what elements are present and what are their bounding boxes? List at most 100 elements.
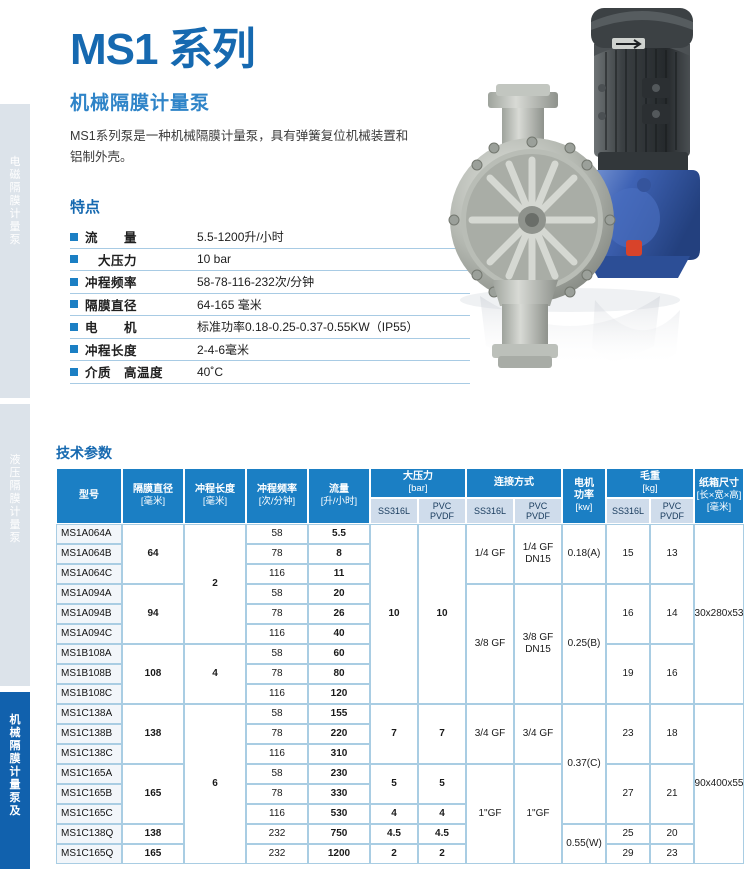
table-cell-pressure-pvc: 2 — [418, 844, 466, 864]
table-cell-stroke-frequency: 232 — [246, 824, 308, 844]
table-cell-pressure-ss316l: 5 — [370, 764, 418, 804]
cell-text: MS1C165B — [61, 788, 113, 799]
table-cell-weight-ss316l: 25 — [606, 824, 650, 844]
sidebar-tab-label: 液压隔膜计量泵 — [9, 454, 21, 544]
sidebar-tab-mechanical[interactable]: 机械隔膜计量泵及 — [0, 692, 30, 869]
cell-text: [次/分钟] — [258, 496, 296, 507]
cell-text: [毫米] — [706, 502, 732, 513]
cell-text: 16 — [622, 608, 634, 619]
cell-text: 165 — [144, 788, 162, 799]
col-header-stroke-frequency: 冲程频率 [次/分钟] — [246, 468, 308, 524]
cell-text: 3/4 GF — [474, 728, 506, 739]
table-cell-model[interactable]: MS1A064C — [56, 564, 122, 584]
table-cell-model[interactable]: MS1B108A — [56, 644, 122, 664]
cell-text: 590x400x550 — [694, 778, 744, 789]
col-header-weight-pvc: PVC PVDF — [650, 498, 694, 524]
table-cell-model[interactable]: MS1A064A — [56, 524, 122, 544]
table-cell-model[interactable]: MS1A094C — [56, 624, 122, 644]
table-cell-stroke-frequency: 232 — [246, 844, 308, 864]
table-cell-flow: 530 — [308, 804, 370, 824]
cell-text: 310 — [330, 748, 348, 759]
sidebar-tab-electromagnetic[interactable]: 电磁隔膜计量泵 — [0, 104, 30, 398]
feature-value: 2-4-6毫米 — [197, 342, 250, 357]
cell-text: MS1A094B — [61, 608, 112, 619]
table-cell-pressure-ss316l: 10 — [370, 524, 418, 704]
table-cell-connection-pvc: 3/4 GF — [514, 704, 562, 764]
table-cell-diaphragm-diameter: 64 — [122, 524, 184, 584]
table-cell-pressure-ss316l: 4 — [370, 804, 418, 824]
table-cell-diaphragm-diameter: 94 — [122, 584, 184, 644]
table-cell-model[interactable]: MS1A094B — [56, 604, 122, 624]
product-photo — [420, 0, 750, 440]
cell-text: MS1A064B — [61, 548, 112, 559]
cell-text: 23 — [666, 848, 678, 859]
features-heading: 特点 — [70, 199, 101, 216]
product-intro: MS1系列泵是一种机械隔膜计量泵，具有弹簧复位机械装置和铝制外壳。 — [70, 129, 409, 164]
table-cell-stroke-frequency: 78 — [246, 544, 308, 564]
col-header-connection-ss316l: SS316L — [466, 498, 514, 524]
table-cell-stroke-frequency: 116 — [246, 744, 308, 764]
table-cell-model[interactable]: MS1A064B — [56, 544, 122, 564]
cell-text: 330 — [330, 788, 348, 799]
feature-value: 58-78-116-232次/分钟 — [197, 275, 315, 290]
table-cell-model[interactable]: MS1A094A — [56, 584, 122, 604]
cell-text: 20 — [333, 588, 345, 599]
cell-text: 116 — [269, 628, 285, 639]
cell-text: 6 — [212, 778, 218, 789]
cell-text: 纸箱尺寸 — [699, 478, 739, 489]
table-cell-pressure-pvc: 7 — [418, 704, 466, 764]
table-cell-model[interactable]: MS1C165C — [56, 804, 122, 824]
cell-text: 7 — [391, 728, 397, 739]
cell-text: 11 — [333, 568, 345, 579]
table-cell-pressure-pvc: 4.5 — [418, 824, 466, 844]
cell-text: 116 — [269, 688, 285, 699]
feature-label: 隔膜直径 — [85, 298, 138, 313]
cell-text: 1"GF — [526, 808, 550, 819]
bullet-square-icon — [70, 367, 78, 376]
table-cell-stroke-frequency: 116 — [246, 804, 308, 824]
page-title: MS1 系列 — [70, 25, 256, 74]
table-cell-connection-ss316l: 1/4 GF — [466, 524, 514, 584]
sidebar: 电磁隔膜计量泵 液压隔膜计量泵 机械隔膜计量泵及 — [0, 0, 30, 869]
feature-row: 冲程频率 58-78-116-232次/分钟 — [70, 271, 470, 294]
cell-text: 58 — [271, 588, 283, 599]
table-cell-model[interactable]: MS1C165Q — [56, 844, 122, 864]
cell-text: 5 — [391, 778, 397, 789]
cell-text: 4.5 — [387, 828, 401, 839]
table-cell-model[interactable]: MS1B108B — [56, 664, 122, 684]
table-cell-model[interactable]: MS1B108C — [56, 684, 122, 704]
table-cell-model[interactable]: MS1C165A — [56, 764, 122, 784]
table-cell-stroke-length: 4 — [184, 644, 246, 704]
feature-row: 电 机 标准功率0.18-0.25-0.37-0.55KW（IP55） — [70, 316, 470, 339]
cell-text: 18 — [666, 728, 678, 739]
table-cell-flow: 8 — [308, 544, 370, 564]
table-cell-model[interactable]: MS1C165B — [56, 784, 122, 804]
table-cell-model[interactable]: MS1C138B — [56, 724, 122, 744]
col-header-weight-ss316l: SS316L — [606, 498, 650, 524]
cell-text: 电机 — [574, 478, 594, 489]
cell-text: 78 — [271, 668, 283, 679]
table-cell-carton-size: 590x400x550 — [694, 704, 744, 864]
table-cell-model[interactable]: MS1C138C — [56, 744, 122, 764]
cell-text: PVC — [528, 501, 548, 511]
table-cell-flow: 1200 — [308, 844, 370, 864]
cell-text: [kw] — [575, 502, 593, 513]
cell-text: 29 — [622, 848, 634, 859]
cell-text: MS1A064C — [61, 568, 113, 579]
table-cell-motor-power: 0.55(W) — [562, 824, 606, 864]
cell-text: 430x280x530 — [694, 608, 744, 619]
cell-text: 750 — [330, 828, 348, 839]
table-cell-stroke-frequency: 116 — [246, 624, 308, 644]
col-header-pressure-pvc: PVC PVDF — [418, 498, 466, 524]
cell-text: 23 — [622, 728, 634, 739]
table-cell-weight-ss316l: 19 — [606, 644, 650, 704]
sidebar-tab-hydraulic[interactable]: 液压隔膜计量泵 — [0, 404, 30, 686]
cell-text: 155 — [330, 708, 348, 719]
table-cell-model[interactable]: MS1C138A — [56, 704, 122, 724]
table-cell-weight-pvc: 14 — [650, 584, 694, 644]
cell-text: 60 — [333, 648, 345, 659]
table-cell-model[interactable]: MS1C138Q — [56, 824, 122, 844]
table-cell-connection-pvc: 1/4 GF DN15 — [514, 524, 562, 584]
cell-text: PVC — [662, 501, 682, 511]
